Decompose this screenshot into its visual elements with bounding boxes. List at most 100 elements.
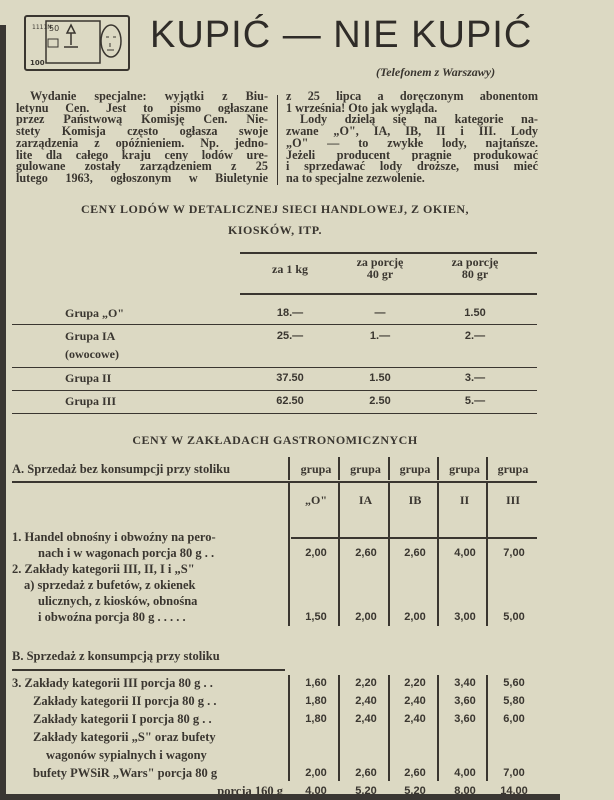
table2-row-text: nach i w wagonach porcja 80 g . . bbox=[38, 546, 215, 560]
table1-cell: 3.— bbox=[464, 372, 486, 384]
intro-line: i sprzedawać lody droższe, musi mieć bbox=[286, 161, 538, 173]
table2-cell: 2,00 bbox=[305, 767, 327, 779]
column-divider bbox=[388, 483, 390, 626]
table2-cell: 4,00 bbox=[454, 547, 476, 559]
section-b-rule bbox=[12, 669, 285, 671]
intro-left-column: Wydanie specjalne: wyjątki z Biu- letynu… bbox=[16, 91, 268, 185]
table2-cell: 3,00 bbox=[454, 611, 476, 623]
column-divider bbox=[388, 457, 390, 480]
table1-cell: 5.— bbox=[464, 395, 486, 407]
group-column-label: grupa bbox=[449, 462, 480, 476]
table2-cell: 5,20 bbox=[404, 785, 426, 797]
table2-cell: 14,00 bbox=[500, 785, 528, 797]
table2-cell: 2,00 bbox=[404, 611, 426, 623]
table1-row-sublabel: (owocowe) bbox=[65, 347, 119, 361]
table2-row-text: wagonów sypialnych i wagony bbox=[46, 748, 207, 762]
svg-text:50: 50 bbox=[49, 24, 59, 33]
section-a-heading: A. Sprzedaż bez konsumpcji przy stoliku bbox=[12, 462, 231, 476]
table2-heading: CENY W ZAKŁADACH GASTRONOMICZNYCH bbox=[132, 433, 418, 447]
table2-row-text: Zakłady kategorii I porcja 80 g . . bbox=[33, 712, 212, 726]
column-divider bbox=[338, 675, 340, 781]
column-divider bbox=[288, 457, 290, 480]
group-header-rule bbox=[291, 537, 537, 539]
byline: (Telefonem z Warszawy) bbox=[376, 65, 496, 79]
intro-line: 1 września! Oto jak wygląda. bbox=[286, 102, 438, 115]
intro-lead: Wydanie specjalne: bbox=[30, 91, 147, 103]
table2-cell: 2,60 bbox=[404, 547, 426, 559]
table2-cell: 5,00 bbox=[503, 611, 525, 623]
intro-right-column: z 25 lipca a doręczonym abonentom 1 wrze… bbox=[286, 91, 538, 185]
svg-text:1111N: 1111N bbox=[32, 24, 52, 31]
table2-cell: 2,20 bbox=[355, 677, 377, 689]
table2-cell: 4,00 bbox=[305, 785, 327, 797]
table2-cell: 2,20 bbox=[404, 677, 426, 689]
table2-row-text: 1. Handel obnośny i obwoźny na pero- bbox=[12, 530, 216, 544]
column-divider bbox=[288, 675, 290, 781]
column-divider bbox=[388, 675, 390, 781]
table2-cell: 3,60 bbox=[454, 713, 476, 725]
table2-cell: 3,40 bbox=[454, 677, 476, 689]
table2-cell: 2,60 bbox=[404, 767, 426, 779]
section-a-rule bbox=[12, 481, 537, 483]
group-column-code: II bbox=[459, 493, 470, 507]
intro-line: Jeżeli producent pragnie produkować bbox=[286, 149, 538, 162]
table1-row-label: Grupa II bbox=[65, 371, 112, 385]
column-divider bbox=[338, 483, 340, 626]
section-b-heading: B. Sprzedaż z konsumpcją przy stoliku bbox=[12, 649, 220, 663]
table1-row-label: Grupa III bbox=[65, 394, 117, 408]
intro-line: zarządzenia z opóźnieniem. Np. jedno- bbox=[16, 137, 268, 150]
intro-line: przez Państwową Komisję Cen. Nie- bbox=[16, 114, 268, 127]
column-divider bbox=[338, 457, 340, 480]
column-divider bbox=[486, 457, 488, 480]
table2-row-text: porcja 160 g bbox=[217, 784, 283, 798]
page-edge-bar bbox=[0, 25, 6, 795]
intro-line: zwane „O", IA, IB, II i III. Lody bbox=[286, 126, 538, 138]
column-divider bbox=[486, 675, 488, 781]
table2-row-text: i obwoźna porcja 80 g . . . . . bbox=[38, 610, 186, 624]
column-divider bbox=[486, 483, 488, 626]
table2-row-text: ulicznych, z kiosków, obnośna bbox=[38, 594, 198, 608]
table1-cell: — bbox=[374, 307, 386, 319]
table1-row-rule bbox=[12, 324, 537, 325]
group-column-label: grupa bbox=[350, 462, 381, 476]
table2-cell: 1,80 bbox=[305, 713, 327, 725]
table2-cell: 5,60 bbox=[503, 677, 525, 689]
table2-cell: 2,40 bbox=[355, 695, 377, 707]
table2-cell: 1,80 bbox=[305, 695, 327, 707]
table2-cell: 4,00 bbox=[454, 767, 476, 779]
table2-cell: 5,80 bbox=[503, 695, 525, 707]
group-column-code: IB bbox=[408, 493, 422, 507]
table1-cell: 1.50 bbox=[464, 307, 486, 319]
table2-cell: 6,00 bbox=[503, 713, 525, 725]
bottom-rule bbox=[0, 794, 560, 800]
table1-cell: 37.50 bbox=[276, 372, 304, 384]
table1-row-rule bbox=[12, 367, 537, 368]
intro-line: letynu Cen. Jest to pismo ogłaszane bbox=[16, 102, 268, 115]
table2-cell: 3,60 bbox=[454, 695, 476, 707]
banknote-logo-illustration: 1111N 50 100 bbox=[24, 15, 130, 71]
table1-top-rule bbox=[240, 252, 537, 254]
table2-cell: 2,60 bbox=[355, 767, 377, 779]
table2-cell: 2,00 bbox=[305, 547, 327, 559]
table1-cell: 2.— bbox=[464, 330, 486, 342]
intro-line: lutego 1963, ogłoszonym w Biuletynie bbox=[16, 172, 268, 185]
table2-cell: 7,00 bbox=[503, 767, 525, 779]
group-column-code: III bbox=[505, 493, 520, 507]
table2-row-text: 3. Zakłady kategorii III porcja 80 g . . bbox=[12, 676, 213, 690]
table2-cell: 8,00 bbox=[454, 785, 476, 797]
table1-col-header: za porcję 40 gr bbox=[356, 255, 404, 281]
intro-line: Lody dzielą się na kategorie na- bbox=[300, 114, 538, 127]
table1-cell: 62.50 bbox=[276, 395, 304, 407]
table1-row-label: Grupa IA bbox=[65, 329, 116, 343]
table2-row-text: Zakłady kategorii „S" oraz bufety bbox=[33, 730, 216, 744]
table2-row-text: 2. Zakłady kategorii III, II, I i „S" bbox=[12, 562, 195, 576]
intro-line: lite dla całego kraju ceny lodów ure- bbox=[16, 149, 268, 162]
group-column-code: IA bbox=[358, 493, 373, 507]
intro-line: stety Komisja często ogłasza swoje bbox=[16, 126, 268, 138]
table1-col-header: za 1 kg bbox=[272, 262, 308, 276]
table1-row-rule bbox=[12, 413, 537, 414]
column-divider bbox=[277, 95, 278, 185]
table2-cell: 1,50 bbox=[305, 611, 327, 623]
group-column-label: grupa bbox=[497, 462, 529, 476]
table2-cell: 2,40 bbox=[404, 695, 426, 707]
